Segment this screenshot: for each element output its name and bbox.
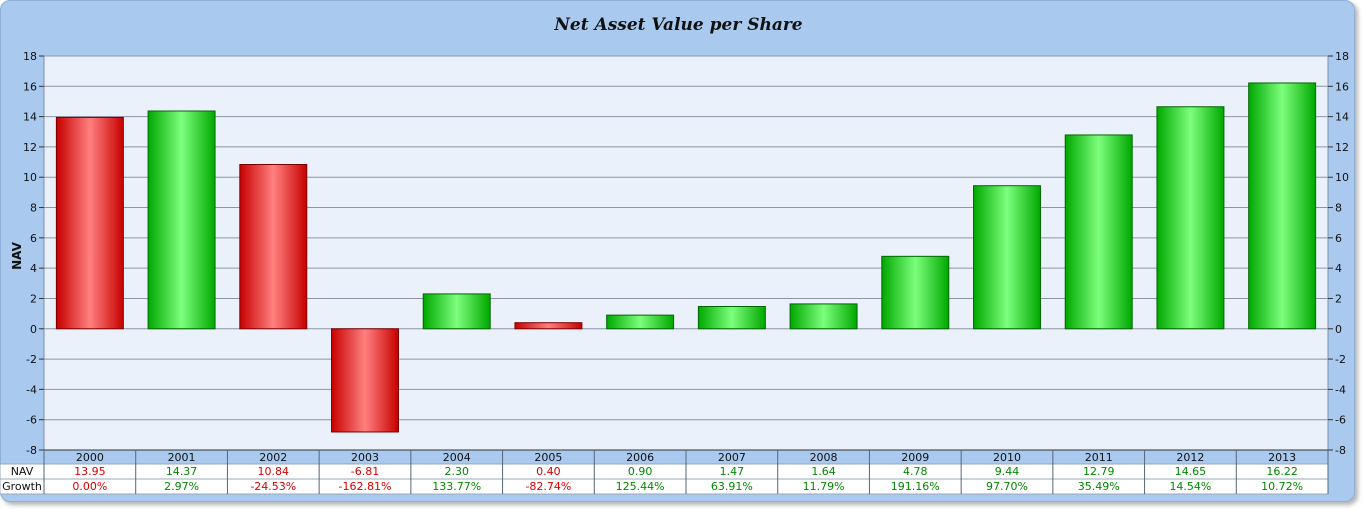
x-category-label: 2004 [443,451,471,464]
y-tick-label-right: 16 [1335,80,1349,93]
nav-cell: 14.65 [1175,465,1207,478]
growth-cell: 0.00% [72,480,107,493]
y-tick-label-right: 14 [1335,111,1349,124]
row-label: NAV [11,465,34,478]
y-tick-label-left: 18 [23,50,37,63]
y-tick-label-right: 0 [1335,323,1342,336]
y-tick-label-left: 10 [23,171,37,184]
nav-cell: 9.44 [995,465,1020,478]
growth-cell: 35.49% [1078,480,1120,493]
growth-cell: 191.16% [891,480,940,493]
growth-cell: 11.79% [803,480,845,493]
y-tick-label-right: 10 [1335,171,1349,184]
y-tick-label-right: -4 [1335,383,1346,396]
growth-cell: -24.53% [250,480,296,493]
nav-cell: 1.64 [811,465,836,478]
x-category-label: 2003 [351,451,379,464]
row-label: Growth [2,480,42,493]
y-tick-label-left: 6 [30,232,37,245]
y-tick-label-left: 12 [23,141,37,154]
x-category-label: 2007 [718,451,746,464]
growth-cell: 2.97% [164,480,199,493]
nav-cell: 0.90 [628,465,653,478]
y-tick-label-left: 16 [23,80,37,93]
y-tick-label-left: -8 [26,444,37,457]
growth-cell: -162.81% [339,480,392,493]
chart-title: Net Asset Value per Share [554,15,803,35]
bar-2010 [973,185,1041,330]
x-category-label: 2012 [1176,451,1204,464]
bar-2008 [789,303,858,330]
bar-2000 [55,116,124,330]
x-category-label: 2009 [901,451,929,464]
y-tick-label-right: 8 [1335,202,1342,215]
table-row [0,463,1329,480]
y-tick-label-right: -2 [1335,353,1346,366]
x-category-label: 2010 [993,451,1021,464]
y-tick-label-left: -2 [26,353,37,366]
bar-2004 [422,293,491,330]
bar-2003 [331,328,399,433]
growth-cell: 14.54% [1169,480,1211,493]
x-category-label: 2008 [810,451,838,464]
nav-cell: 16.22 [1266,465,1298,478]
nav-cell: 12.79 [1083,465,1115,478]
x-category-label: 2000 [76,451,104,464]
y-tick-label-left: 4 [30,262,37,275]
bar-2007 [697,305,766,330]
x-category-label: 2001 [168,451,196,464]
bar-2002 [239,164,308,330]
growth-cell: 10.72% [1261,480,1303,493]
nav-cell: 10.84 [258,465,290,478]
bar-2013 [1248,82,1317,330]
y-tick-label-right: 12 [1335,141,1349,154]
y-tick-label-right: -6 [1335,414,1346,427]
y-tick-label-left: 0 [30,323,37,336]
growth-cell: 133.77% [432,480,481,493]
bars [55,82,1317,433]
nav-cell: -6.81 [351,465,379,478]
growth-cell: 63.91% [711,480,753,493]
y-tick-label-left: 14 [23,111,37,124]
bar-2006 [606,314,675,330]
growth-cell: 125.44% [616,480,665,493]
nav-cell: 0.40 [536,465,561,478]
nav-cell: 14.37 [166,465,198,478]
bar-2001 [147,110,216,330]
y-tick-label-left: -4 [26,383,37,396]
y-tick-label-right: 6 [1335,232,1342,245]
growth-cell: 97.70% [986,480,1028,493]
y-ticks: 18 18 16 16 14 14 12 12 10 10 8 8 6 6 4 4 2 2 0 0 -2 -2 -4 -4 -6… [23,50,1349,457]
y-tick-label-right: -8 [1335,444,1346,457]
nav-cell: 1.47 [720,465,745,478]
y-tick-label-right: 4 [1335,262,1342,275]
y-tick-label-left: -6 [26,414,37,427]
nav-cell: 2.30 [444,465,469,478]
growth-cell: -82.74% [525,480,571,493]
x-category-label: 2013 [1268,451,1296,464]
x-category-label: 2005 [534,451,562,464]
y-tick-label-right: 2 [1335,292,1342,305]
data-table: NAV Growth 2000 2001 2002 2003 2004 2005 2006 200… [0,449,1329,495]
y-tick-label-left: 2 [30,292,37,305]
plot-background [43,55,1329,451]
x-category-label: 2002 [259,451,287,464]
nav-cell: 4.78 [903,465,928,478]
y-tick-label-left: 8 [30,202,37,215]
x-category-label: 2011 [1085,451,1113,464]
y-tick-label-right: 18 [1335,50,1349,63]
bar-2005 [514,322,583,330]
bar-2009 [881,255,950,330]
bar-2011 [1064,134,1133,330]
x-category-label: 2006 [626,451,654,464]
nav-cell: 13.95 [74,465,106,478]
bar-2012 [1156,106,1225,330]
plot-area [43,55,1329,451]
